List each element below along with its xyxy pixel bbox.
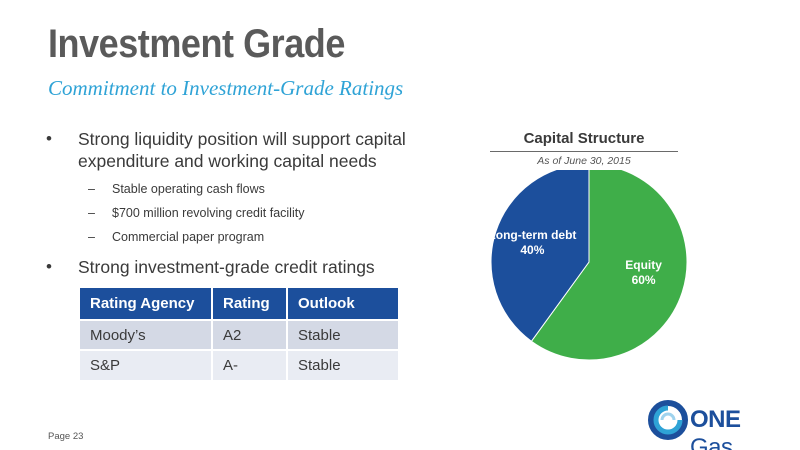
chart-title: Capital Structure [523,130,645,147]
bullet-text: Strong liquidity position will support c… [78,129,406,171]
sub-bullet-text: Stable operating cash flows [112,182,265,196]
slice-value-label: 60% [632,273,656,287]
page-number: Page 23 [48,431,84,442]
chart-subtitle: As of June 30, 2015 [537,155,631,167]
sub-bullet-marker: – [88,206,95,220]
cell-agency: S&P [80,349,212,380]
sub-bullet-commercial-paper: – Commercial paper program [46,230,446,244]
cell-agency: Moody’s [80,319,212,350]
bullet-list: • Strong liquidity position will support… [46,128,446,278]
logo-text-one: ONE [690,406,741,433]
ratings-table: Rating Agency Rating Outlook Moody’s A2 … [80,288,398,380]
sub-bullet-text: $700 million revolving credit facility [112,206,305,220]
bullet-text: Strong investment-grade credit ratings [78,257,375,277]
column-header-rating: Rating [211,288,287,320]
one-gas-logo: ONE Gas [648,400,788,450]
table-row: Moody’s A2 Stable [80,319,398,350]
one-gas-swirl-icon [648,400,688,440]
sub-bullet-cash-flows: – Stable operating cash flows [46,182,446,196]
table-row: S&P A- Stable [80,349,398,380]
logo-text-gas: Gas [690,434,733,450]
pie-slice-long-term-debt [490,170,590,342]
bullet-marker: • [46,257,52,276]
slice-label: Equity [625,258,662,272]
column-header-agency: Rating Agency [80,288,212,320]
slice-label: Long-term debt [490,228,576,242]
pie-slice-equity [530,170,688,361]
column-header-outlook: Outlook [286,288,398,320]
sub-bullet-marker: – [88,230,95,244]
cell-outlook: Stable [286,319,398,350]
sub-bullet-text: Commercial paper program [112,230,265,244]
bullet-liquidity: • Strong liquidity position will support… [46,128,446,172]
logo-wordmark: ONE Gas [690,406,788,450]
table-header-row: Rating Agency Rating Outlook [80,288,398,320]
chart-title-rule [490,151,678,152]
slide-subtitle: Commitment to Investment-Grade Ratings [48,76,404,100]
bullet-credit-ratings: • Strong investment-grade credit ratings [46,256,446,278]
cell-rating: A- [211,349,287,380]
sub-bullet-marker: – [88,182,95,196]
cell-rating: A2 [211,319,287,350]
slice-value-label: 40% [520,243,544,257]
bullet-marker: • [46,129,52,148]
sub-bullet-credit-facility: – $700 million revolving credit facility [46,206,446,220]
slide-title: Investment Grade [48,22,345,66]
cell-outlook: Stable [286,349,398,380]
